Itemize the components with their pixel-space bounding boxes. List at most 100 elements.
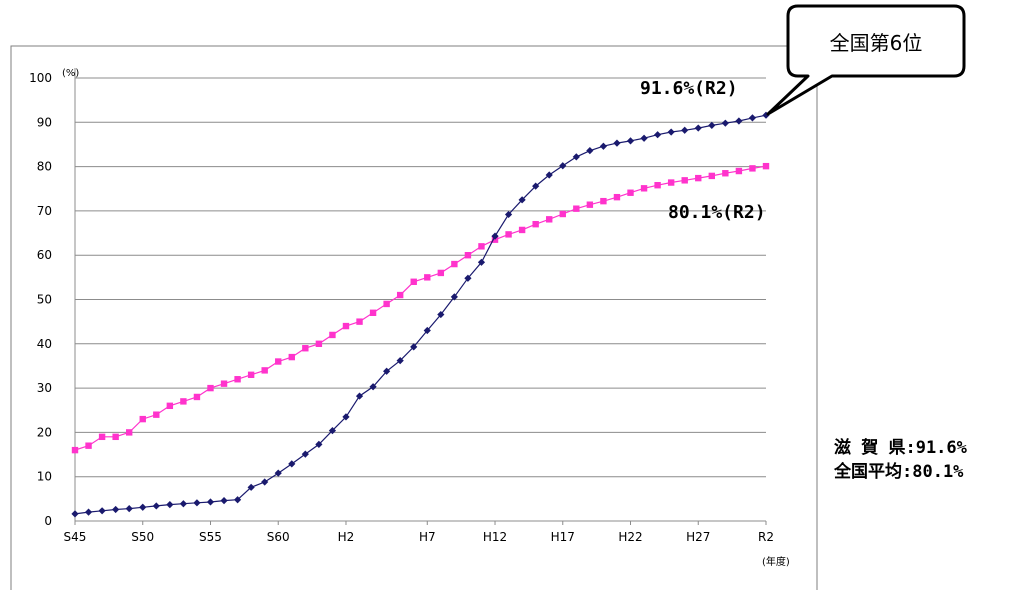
shiga-point	[721, 119, 729, 127]
national-point	[451, 260, 458, 268]
national-point	[234, 376, 241, 383]
national-point	[749, 165, 756, 172]
shiga-point	[355, 392, 364, 400]
national-point	[288, 353, 295, 361]
shiga-point	[274, 469, 282, 477]
x-tick-label: S50	[131, 530, 154, 544]
y-axis-ticks: 0 10 20 30 40 50 60 70 80 90 100	[29, 71, 52, 528]
national-point	[722, 170, 729, 177]
national-point	[695, 174, 702, 182]
national-point	[586, 201, 594, 208]
rank-callout: 全国第6位	[766, 4, 966, 116]
national-point	[410, 278, 417, 285]
national-end-annotation: 80.1%(R2)	[668, 202, 766, 223]
shiga-point	[369, 383, 377, 391]
y-tick-label: 60	[37, 248, 52, 262]
shiga-point	[694, 124, 702, 132]
national-point	[71, 446, 79, 454]
shiga-point	[139, 503, 147, 511]
national-point	[207, 384, 214, 392]
national-point	[275, 358, 282, 365]
x-tick-label: H2	[338, 530, 355, 544]
shiga-point	[84, 508, 93, 516]
national-point	[478, 243, 485, 250]
shiga-point	[450, 293, 458, 301]
shiga-point	[71, 510, 79, 518]
x-tick-label: S60	[267, 530, 290, 544]
shiga-point	[599, 142, 608, 150]
y-tick-label: 30	[37, 381, 52, 395]
national-point	[708, 172, 716, 180]
gridlines	[74, 68, 767, 525]
shiga-point	[572, 153, 580, 161]
shiga-point	[247, 483, 255, 491]
shiga-point	[315, 440, 323, 448]
shiga-point	[179, 500, 187, 508]
national-point	[424, 274, 431, 281]
x-tick-label: H27	[686, 530, 710, 544]
national-point	[342, 322, 350, 330]
national-point	[396, 291, 404, 299]
x-tick-label: R2	[758, 530, 774, 544]
shiga-point	[396, 357, 404, 365]
y-tick-label: 80	[37, 160, 52, 174]
legend: 滋 賀 県:91.6% 全国平均:80.1%	[834, 436, 967, 484]
national-point	[573, 205, 580, 212]
shiga-point	[545, 171, 553, 179]
x-tick-label: H7	[419, 530, 436, 544]
shiga-point	[112, 505, 120, 514]
national-point	[613, 193, 621, 201]
shiga-point	[166, 501, 174, 509]
rank-callout-bubble	[766, 4, 966, 116]
shiga-point	[586, 147, 594, 155]
shiga-point	[613, 139, 621, 147]
y-tick-label: 70	[37, 204, 52, 218]
y-axis-unit: (%)	[62, 68, 79, 79]
shiga-point	[504, 210, 513, 219]
shiga-point	[261, 478, 269, 486]
national-point	[546, 216, 553, 223]
x-tick-label: H22	[618, 530, 642, 544]
national-point	[139, 415, 146, 423]
national-point	[627, 189, 634, 196]
national-point	[654, 182, 661, 189]
shiga-point	[220, 497, 228, 505]
national-point	[356, 318, 363, 325]
national-point	[559, 210, 566, 218]
national-point	[112, 433, 119, 441]
national-point	[505, 231, 512, 238]
shiga-point	[748, 114, 757, 122]
national-point	[762, 162, 770, 170]
x-tick-label: H12	[483, 530, 507, 544]
national-point	[220, 380, 228, 387]
national-point	[193, 393, 201, 401]
national-point	[315, 340, 323, 347]
shiga-point	[98, 507, 106, 515]
legend-shiga: 滋 賀 県:91.6%	[834, 438, 967, 458]
shiga-point	[735, 117, 743, 125]
shiga-point	[342, 413, 350, 421]
series-national-line	[74, 165, 767, 451]
shiga-point	[626, 137, 635, 145]
chart-frame	[10, 45, 818, 590]
shiga-point	[708, 121, 716, 130]
series-national	[71, 162, 770, 454]
shiga-point	[125, 504, 133, 513]
y-tick-label: 50	[37, 293, 52, 307]
y-tick-label: 90	[37, 115, 52, 129]
shiga-point	[152, 502, 160, 510]
series-shiga	[71, 111, 770, 518]
shiga-point	[491, 232, 499, 240]
shiga-point	[423, 326, 431, 335]
shiga-point	[437, 310, 445, 319]
y-tick-label: 100	[29, 71, 52, 85]
y-tick-label: 10	[37, 470, 52, 484]
national-point	[667, 179, 675, 186]
shiga-point	[464, 274, 472, 282]
x-axis-ticks: S45 S50 S55 S60 H2 H7 H12 H17 H22 H27 R2	[64, 530, 774, 544]
national-point	[640, 185, 648, 192]
shiga-point	[667, 128, 675, 136]
shiga-point	[518, 196, 526, 204]
national-point	[437, 269, 445, 277]
shiga-point	[301, 450, 309, 458]
